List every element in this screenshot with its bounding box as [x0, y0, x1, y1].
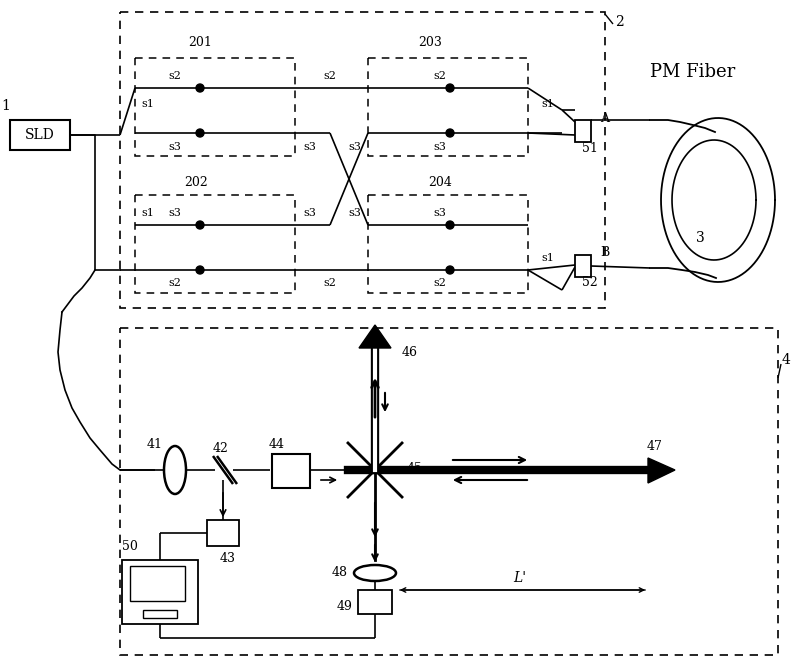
Bar	[358, 590, 392, 614]
Text: 42: 42	[213, 442, 229, 456]
Text: s3: s3	[434, 142, 446, 152]
Circle shape	[446, 266, 454, 274]
Text: 41: 41	[147, 439, 163, 452]
Text: 49: 49	[337, 601, 353, 613]
Circle shape	[196, 266, 204, 274]
Bar	[272, 454, 310, 488]
Text: 48: 48	[332, 566, 348, 580]
Bar	[207, 520, 239, 546]
Bar	[143, 610, 177, 618]
Text: s2: s2	[169, 278, 182, 288]
Circle shape	[446, 84, 454, 92]
Circle shape	[196, 84, 204, 92]
Text: L': L'	[514, 571, 526, 585]
Bar	[10, 120, 70, 150]
Text: s3: s3	[303, 142, 317, 152]
Text: s2: s2	[323, 278, 337, 288]
Text: s3: s3	[349, 208, 362, 218]
Circle shape	[196, 129, 204, 137]
Text: 52: 52	[582, 276, 598, 289]
Text: s1: s1	[542, 253, 554, 263]
Text: s1: s1	[142, 208, 154, 218]
Text: s3: s3	[303, 208, 317, 218]
Text: 3: 3	[696, 231, 704, 245]
Bar	[368, 195, 528, 293]
Polygon shape	[359, 325, 391, 348]
Text: 46: 46	[402, 346, 418, 358]
Bar	[368, 58, 528, 156]
Text: PM Fiber: PM Fiber	[650, 63, 736, 81]
Text: s3: s3	[349, 142, 362, 152]
Bar	[135, 195, 295, 293]
Text: 50: 50	[122, 541, 138, 554]
Text: 202: 202	[184, 176, 208, 189]
Circle shape	[446, 221, 454, 229]
Text: s3: s3	[434, 208, 446, 218]
Bar	[120, 328, 778, 655]
Text: s2: s2	[434, 71, 446, 81]
Bar	[122, 560, 198, 624]
Bar	[135, 58, 295, 156]
Text: 4: 4	[782, 353, 790, 367]
Text: A: A	[600, 111, 609, 125]
Text: 1: 1	[2, 99, 10, 113]
Polygon shape	[648, 458, 675, 483]
Text: 47: 47	[647, 440, 663, 454]
Text: s2: s2	[434, 278, 446, 288]
Text: 51: 51	[582, 142, 598, 154]
Text: s3: s3	[169, 142, 182, 152]
Text: SLD: SLD	[25, 128, 55, 142]
Text: 44: 44	[269, 437, 285, 450]
Text: s2: s2	[169, 71, 182, 81]
Bar	[575, 255, 591, 277]
Bar	[120, 12, 605, 308]
Text: 203: 203	[418, 36, 442, 48]
Text: B: B	[600, 246, 610, 260]
Text: s1: s1	[142, 99, 154, 109]
Text: s3: s3	[169, 208, 182, 218]
Bar	[130, 566, 185, 601]
Text: 43: 43	[220, 552, 236, 564]
Text: 204: 204	[428, 176, 452, 189]
Text: s2: s2	[323, 71, 337, 81]
Bar	[575, 120, 591, 142]
Text: 201: 201	[188, 36, 212, 48]
Circle shape	[196, 221, 204, 229]
Text: s1: s1	[542, 99, 554, 109]
Text: 45: 45	[407, 462, 423, 474]
Text: 2: 2	[614, 15, 623, 29]
Circle shape	[446, 129, 454, 137]
